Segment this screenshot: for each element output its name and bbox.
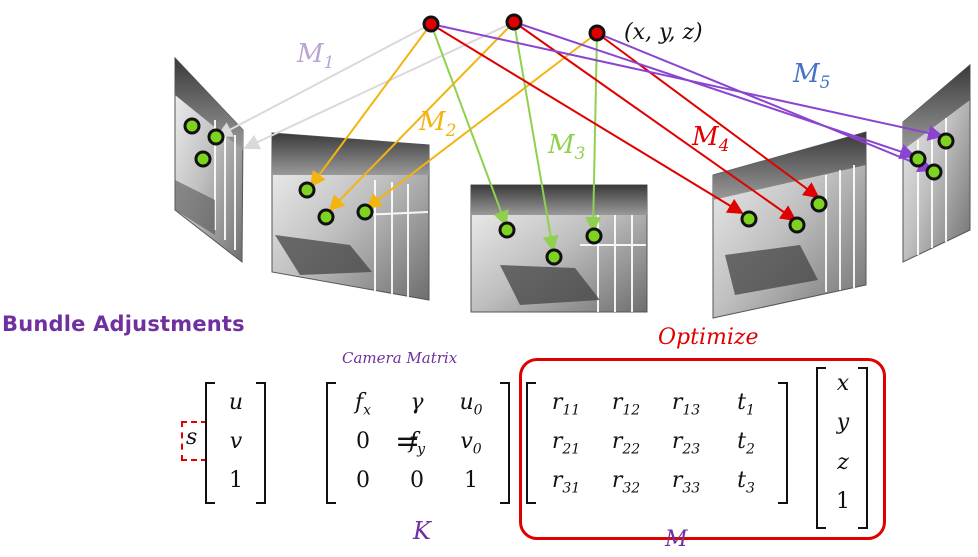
point-vector: x y z 1 [826,367,860,525]
matrix-entry: y [836,410,850,435]
matrix-entry: r33 [671,468,701,497]
image-point [317,208,335,226]
image-point [298,181,316,199]
projection-arrows-m5 [430,21,944,173]
image-point [740,210,758,228]
optimize-label: Optimize [658,325,759,350]
camera-view-3 [470,184,648,313]
image-point [937,132,955,150]
label-m1: M1 [296,39,334,73]
matrix-entry: 0 [356,429,370,454]
m-left-bracket [526,382,536,504]
world-point-1 [422,15,440,33]
point-right-bracket [858,367,868,529]
label-m2: M2 [418,107,456,141]
matrix-entry: r11 [551,390,581,419]
image-point [356,203,374,221]
matrix-entry: 1 [836,489,850,514]
page-title: Bundle Adjustments [2,312,245,336]
camera-matrix-label: Camera Matrix [342,349,458,367]
k-matrix: fx γ u0 0 fy v0 0 0 1 [336,382,498,500]
matrix-entry: v0 [460,429,482,458]
projection-arrows-m2 [309,21,598,212]
image-point [207,128,225,146]
camera-view-2 [271,132,430,301]
matrix-entry: 0 [356,468,370,493]
matrix-entry: γ [410,390,424,415]
m-matrix: r11 r12 r13 t1 r21 r22 r23 t2 r31 r32 r33 t3 [536,382,776,500]
matrix-entry: z [837,450,849,475]
image-point [545,248,563,266]
matrix-entry: 0 [410,468,424,493]
image-point [909,150,927,168]
matrix-entry: x [836,371,850,396]
lhs-vector: u v 1 [216,382,256,500]
k-label: K [413,517,431,545]
label-m5: M5 [792,59,830,93]
lhs-left-bracket [205,382,215,504]
lhs-right-bracket [256,382,266,504]
matrix-entry: 1 [229,468,243,493]
matrix-entry: t1 [737,390,755,419]
m-right-bracket [778,382,788,504]
matrix-entry: u [228,390,244,415]
k-right-bracket [500,382,510,504]
matrix-entry: 1 [464,468,478,493]
matrix-entry: fy [408,429,426,458]
k-left-bracket [326,382,336,504]
projection-arrows-m1 [216,21,515,150]
image-point [498,221,516,239]
image-point [183,117,201,135]
image-point [925,163,943,181]
label-m3: M3 [547,130,585,164]
image-point [788,216,806,234]
matrix-entry: fx [354,390,372,419]
world-points [422,13,606,42]
image-point [585,227,603,245]
scale-factor: s [186,425,198,450]
label-m4: M4 [691,122,729,156]
matrix-entry: u0 [459,390,483,419]
optimize-highlight-box [519,358,886,540]
world-point-label: (x, y, z) [624,20,703,45]
matrix-entry: v [229,429,243,454]
projection-arrows-m4 [430,21,820,222]
matrix-entry: r23 [671,429,701,458]
projection-arrows-m3 [430,21,602,252]
image-point [810,195,828,213]
image-point [194,150,212,168]
m-label: M [665,527,688,552]
point-left-bracket [816,367,826,529]
image-points [183,117,955,266]
matrix-entry: t3 [737,468,755,497]
matrix-entry: r13 [671,390,701,419]
matrix-entry: r32 [611,468,641,497]
matrix-entry: r12 [611,390,641,419]
camera-view-5 [902,63,971,263]
equals-sign: = [395,424,421,459]
matrix-entry: r22 [611,429,641,458]
matrix-entry: r31 [551,468,581,497]
matrix-entry: r21 [551,429,581,458]
world-point-3 [588,24,606,42]
matrix-entry: t2 [737,429,755,458]
world-point-2 [505,13,523,31]
